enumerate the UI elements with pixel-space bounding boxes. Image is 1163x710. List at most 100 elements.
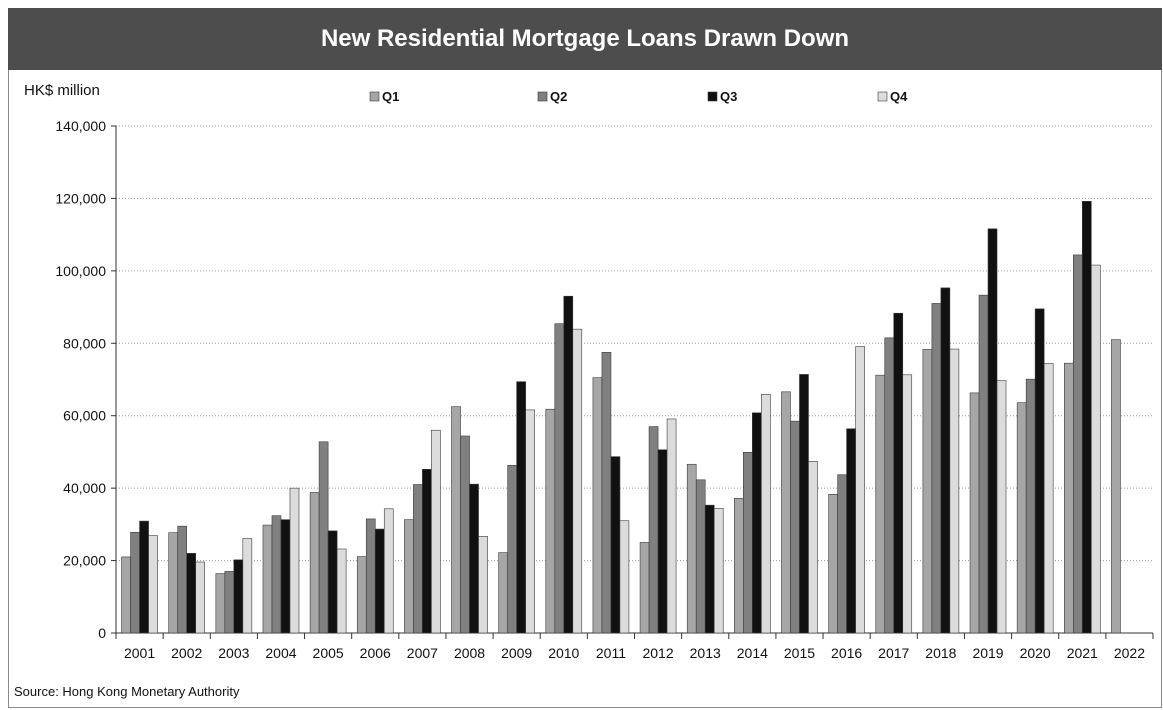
legend-label-q4: Q4 [890,89,908,104]
bar-q2 [507,465,517,634]
bar-q1 [686,463,697,634]
bar-q1 [498,552,508,634]
x-tick-label: 2020 [1020,645,1051,661]
x-tick-label: 2001 [124,645,155,661]
x-tick-label: 2022 [1114,645,1145,661]
bar-q2 [1025,378,1036,634]
x-tick-label: 2011 [596,645,626,661]
bar-q3 [1081,201,1092,634]
bar-q1 [969,392,980,634]
bar-q1 [875,374,886,634]
chart-title: New Residential Mortgage Loans Drawn Dow… [320,25,850,52]
bar-q2 [1072,254,1083,634]
y-tick-label: 100,000 [55,263,106,279]
bar-q4 [148,535,158,634]
x-tick-label: 2006 [360,645,391,661]
bar-q2 [978,294,989,634]
x-tick-label: 2016 [831,645,862,661]
y-tick-label: 60,000 [63,408,106,424]
bar-q4 [666,418,677,634]
bar-q3 [846,428,856,634]
bar-q1 [1111,339,1121,634]
legend-swatch-q2 [537,91,548,102]
x-tick-label: 2003 [218,645,249,661]
y-tick-label: 80,000 [63,335,106,351]
x-tick-label: 2010 [548,645,579,661]
bar-q2 [601,352,612,634]
bar-q4 [572,328,583,634]
bar-q4 [761,394,771,634]
bar-q3 [422,469,432,634]
legend-label-q3: Q3 [720,89,737,104]
bar-q4 [713,508,724,634]
bar-q2 [130,532,140,634]
bar-q2 [743,451,753,634]
bar-q1 [309,492,320,634]
x-tick-label: 2019 [972,645,1003,661]
bar-q4 [431,429,441,634]
bar-q4 [855,346,865,634]
x-tick-label: 2002 [171,645,202,661]
y-tick-label: 140,000 [55,118,106,134]
bar-q4 [336,548,347,634]
bar-q3 [327,530,338,634]
bar-q2 [460,435,470,634]
legend-label-q1: Q1 [382,89,399,104]
bar-q3 [233,559,244,634]
bar-q1 [734,497,744,634]
bar-q4 [619,520,630,634]
bar-q2 [413,484,423,634]
bar-q3 [469,483,479,634]
bar-q4 [478,536,488,634]
x-tick-label: 2012 [642,645,673,661]
legend-label-q2: Q2 [550,89,567,104]
legend-swatch-q4 [877,91,888,102]
bar-q2 [837,474,847,634]
bar-q1 [451,406,461,634]
x-tick-label: 2021 [1067,645,1098,661]
bar-q1 [545,408,556,634]
legend-swatch-q1 [369,91,380,102]
bar-q4 [996,380,1007,634]
bar-q3 [704,504,715,634]
bar-q3 [657,449,668,634]
bar-q1 [404,519,414,634]
bar-q4 [289,487,300,634]
bar-q1 [781,391,791,634]
y-tick-label: 0 [98,625,106,641]
title-bar: New Residential Mortgage Loans Drawn Dow… [8,8,1162,70]
x-tick-label: 2007 [407,645,438,661]
y-tick-label: 20,000 [63,553,106,569]
bar-q1 [1016,402,1027,634]
bar-q2 [318,441,329,634]
bar-q1 [121,556,131,634]
bar-q4 [525,409,535,634]
bar-q3 [799,374,809,634]
legend-swatch-q3 [707,91,718,102]
source-note: Source: Hong Kong Monetary Authority [14,684,240,699]
x-tick-label: 2005 [313,645,344,661]
bar-q4 [902,374,913,634]
bar-q1 [828,493,838,634]
bar-q4 [383,508,394,634]
bar-q1 [168,532,179,634]
x-tick-label: 2008 [454,645,485,661]
bar-q4 [949,348,960,634]
x-tick-label: 2004 [265,645,296,661]
bar-q3 [1034,308,1045,634]
bar-q1 [922,349,933,634]
bar-q4 [808,461,818,634]
bar-q1 [356,556,367,634]
bar-q3 [139,520,149,634]
bar-q1 [639,542,650,634]
bar-q1 [592,377,603,634]
bar-q2 [177,525,188,634]
x-tick-label: 2015 [784,645,815,661]
bar-q2 [365,518,376,634]
bar-q3 [280,519,291,634]
bar-q1 [1063,362,1074,634]
bar-q4 [242,538,253,634]
bar-q2 [648,426,659,634]
bar-q4 [1043,363,1054,634]
